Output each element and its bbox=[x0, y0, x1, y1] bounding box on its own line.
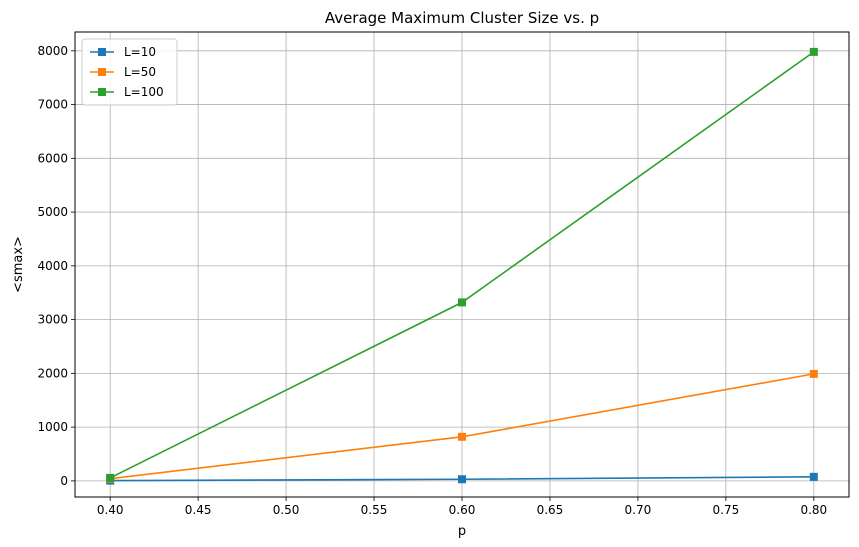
legend-item: L=100 bbox=[90, 85, 164, 99]
x-tick-label: 0.40 bbox=[97, 503, 124, 517]
data-point-marker bbox=[809, 472, 818, 481]
x-tick-label: 0.75 bbox=[713, 503, 740, 517]
legend-item: L=10 bbox=[90, 45, 156, 59]
data-point-marker bbox=[458, 432, 466, 441]
y-tick-label: 3000 bbox=[37, 313, 68, 327]
y-tick-label: 1000 bbox=[37, 420, 68, 434]
x-tick-label: 0.45 bbox=[185, 503, 212, 517]
legend-item: L=50 bbox=[90, 65, 156, 79]
y-tick-label: 2000 bbox=[37, 366, 68, 380]
y-axis-label: <smax> bbox=[11, 236, 26, 293]
legend: L=10 L=50 L=100 bbox=[81, 38, 178, 106]
x-tick-label: 0.80 bbox=[800, 503, 827, 517]
legend-marker bbox=[98, 68, 106, 76]
y-tick-label: 6000 bbox=[37, 151, 68, 165]
plot-frame bbox=[74, 31, 850, 498]
series-l-100 bbox=[106, 47, 818, 482]
y-axis-ticks: 0 1000 2000 3000 4000 5000 6000 7000 8000 bbox=[37, 44, 75, 488]
y-tick-label: 8000 bbox=[37, 44, 68, 58]
x-axis-ticks: 0.40 0.45 0.50 0.55 0.60 0.65 0.70 0.75 0.80 bbox=[97, 497, 827, 517]
legend-label: L=100 bbox=[124, 85, 164, 99]
chart-title: Average Maximum Cluster Size vs. p bbox=[325, 9, 599, 27]
data-point-marker bbox=[458, 298, 466, 307]
x-tick-label: 0.70 bbox=[625, 503, 652, 517]
x-tick-label: 0.55 bbox=[361, 503, 388, 517]
series-layer bbox=[106, 47, 818, 485]
y-tick-label: 5000 bbox=[37, 205, 68, 219]
data-point-marker bbox=[458, 475, 466, 484]
x-axis-label: p bbox=[458, 524, 466, 539]
legend-marker bbox=[98, 88, 106, 96]
y-tick-label: 4000 bbox=[37, 259, 68, 273]
x-tick-label: 0.60 bbox=[449, 503, 476, 517]
x-tick-label: 0.65 bbox=[537, 503, 564, 517]
data-point-marker bbox=[809, 47, 818, 56]
y-tick-label: 0 bbox=[60, 474, 68, 488]
y-tick-label: 7000 bbox=[37, 98, 68, 112]
legend-label: L=50 bbox=[124, 65, 156, 79]
x-tick-label: 0.50 bbox=[273, 503, 300, 517]
legend-label: L=10 bbox=[124, 45, 156, 59]
legend-marker bbox=[98, 48, 106, 56]
data-point-marker bbox=[106, 473, 115, 482]
data-point-marker bbox=[809, 369, 818, 378]
